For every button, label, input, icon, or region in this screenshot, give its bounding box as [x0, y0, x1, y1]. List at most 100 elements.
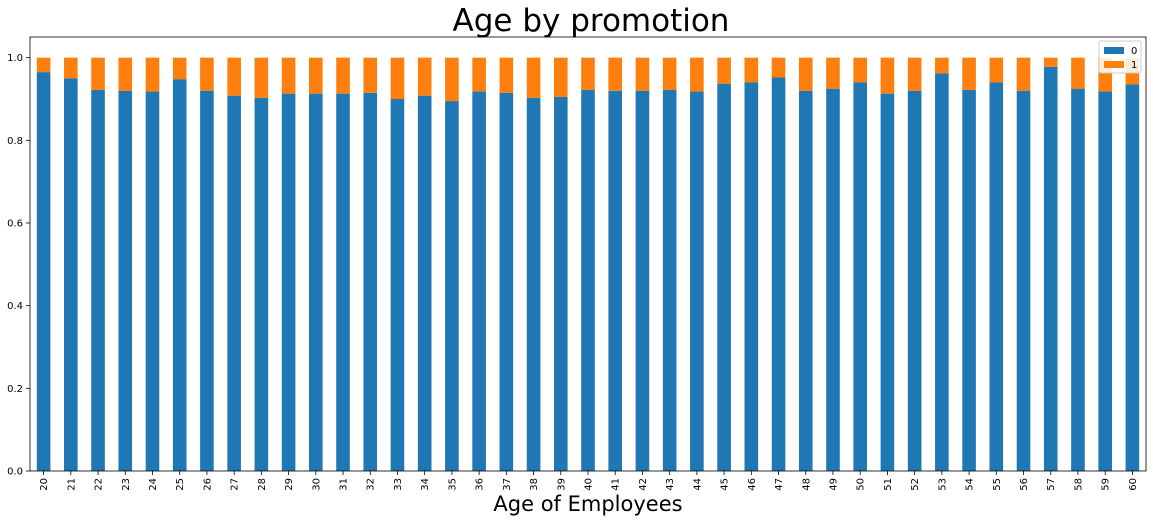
bar-series-1-age-41 — [608, 57, 623, 91]
bar-series-0-age-57 — [1043, 66, 1058, 471]
x-tick-label: 44 — [692, 478, 703, 491]
x-tick-label: 31 — [339, 478, 350, 491]
x-tick-label: 28 — [257, 478, 268, 491]
bar-series-0-age-51 — [880, 93, 895, 471]
x-tick-label: 21 — [66, 478, 77, 491]
bar-series-0-age-28 — [254, 97, 269, 471]
x-tick-label: 58 — [1073, 478, 1084, 491]
bar-series-0-age-50 — [853, 82, 867, 471]
x-tick-label: 54 — [965, 478, 976, 491]
bar-series-1-age-44 — [690, 57, 704, 92]
x-tick-label: 59 — [1101, 478, 1112, 491]
x-tick-label: 41 — [611, 478, 622, 491]
y-tick-label: 0.8 — [7, 136, 23, 147]
x-tick-label: 49 — [828, 478, 839, 491]
y-axis: 0.0 0.2 0.4 0.6 0.8 1.0 — [7, 53, 30, 478]
x-tick-label: 52 — [910, 478, 921, 491]
bar-series-1-age-47 — [771, 57, 786, 78]
bar-series-0-age-26 — [200, 90, 214, 471]
bar-series-0-age-35 — [445, 101, 459, 471]
bar-series-1-age-39 — [553, 57, 568, 97]
x-tick-label: 39 — [556, 478, 567, 491]
bar-series-0-age-27 — [227, 95, 241, 471]
bar-series-0-age-58 — [1071, 88, 1085, 472]
bar-series-1-age-50 — [853, 57, 867, 83]
bar-series-0-age-36 — [472, 91, 486, 471]
bar-series-0-age-21 — [64, 78, 78, 471]
x-tick-label: 60 — [1128, 478, 1139, 491]
bar-series-1-age-23 — [118, 57, 133, 91]
bar-series-1-age-32 — [363, 57, 378, 93]
x-tick-label: 29 — [284, 478, 295, 491]
x-tick-label: 22 — [94, 478, 105, 491]
bar-series-1-age-45 — [717, 57, 731, 84]
bar-series-1-age-28 — [254, 57, 269, 98]
bar-series-1-age-25 — [172, 57, 187, 80]
bar-series-0-age-52 — [907, 90, 922, 471]
bar-series-0-age-32 — [363, 92, 378, 472]
bar-series-1-age-38 — [526, 57, 541, 98]
y-tick-label: 0.6 — [7, 219, 23, 230]
x-tick-label: 40 — [584, 478, 595, 491]
bar-series-1-age-53 — [935, 57, 949, 74]
bar-series-0-age-54 — [962, 89, 976, 471]
legend-label-0: 0 — [1131, 46, 1137, 57]
x-tick-label: 20 — [39, 478, 50, 491]
bar-series-0-age-53 — [935, 73, 949, 472]
legend[interactable]: 01 — [1098, 40, 1142, 74]
bar-series-1-age-26 — [200, 57, 214, 91]
bar-series-0-age-39 — [553, 96, 568, 472]
bar-series-1-age-29 — [281, 57, 296, 94]
bar-series-0-age-45 — [717, 83, 731, 472]
bar-series-0-age-29 — [281, 93, 296, 471]
x-tick-label: 23 — [121, 478, 132, 491]
bar-series-1-age-35 — [445, 57, 459, 102]
bar-series-1-age-21 — [64, 57, 78, 79]
bar-series-1-age-27 — [227, 57, 241, 96]
x-tick-label: 33 — [393, 478, 404, 491]
bar-series-0-age-44 — [690, 91, 704, 471]
bar-series-1-age-42 — [635, 57, 650, 91]
bar-series-1-age-52 — [907, 57, 922, 91]
bar-series-1-age-31 — [336, 57, 350, 94]
x-tick-label: 24 — [148, 478, 159, 491]
x-tick-label: 36 — [475, 478, 486, 491]
bar-series-1-age-48 — [798, 57, 813, 91]
bar-series-0-age-41 — [608, 90, 623, 471]
bar-series-0-age-37 — [499, 92, 514, 472]
legend-swatch-0 — [1104, 47, 1124, 54]
bar-series-1-age-22 — [91, 57, 105, 90]
bar-series-0-age-24 — [145, 91, 160, 471]
bar-series-0-age-47 — [771, 77, 786, 471]
bar-series-1-age-20 — [36, 57, 51, 73]
x-tick-label: 27 — [230, 478, 241, 491]
x-tick-label: 55 — [992, 478, 1003, 491]
bar-series-1-age-40 — [581, 57, 595, 90]
x-tick-label: 42 — [638, 478, 649, 491]
y-tick-label: 0.0 — [7, 467, 23, 478]
x-tick-label: 45 — [720, 478, 731, 491]
x-tick-label: 51 — [883, 478, 894, 491]
bar-series-0-age-60 — [1125, 84, 1140, 471]
bar-series-0-age-22 — [91, 89, 105, 471]
bar-series-1-age-30 — [309, 57, 323, 94]
x-tick-label: 30 — [311, 478, 322, 491]
bar-series-0-age-31 — [336, 93, 350, 471]
x-tick-label: 37 — [502, 478, 513, 491]
bar-series-1-age-58 — [1071, 57, 1085, 89]
chart-title: Age by promotion — [453, 3, 730, 39]
x-axis-label: Age of Employees — [493, 492, 682, 516]
legend-label-1: 1 — [1131, 60, 1137, 71]
bar-series-0-age-56 — [1016, 90, 1031, 471]
x-tick-label: 50 — [856, 478, 867, 491]
bar-series-1-age-57 — [1043, 57, 1058, 67]
bar-series-1-age-34 — [417, 57, 432, 96]
y-tick-label: 0.4 — [7, 301, 23, 312]
bar-series-1-age-37 — [499, 57, 514, 93]
x-tick-label: 48 — [801, 478, 812, 491]
bar-series-0-age-40 — [581, 89, 595, 471]
x-tick-label: 47 — [774, 478, 785, 491]
bar-series-0-age-20 — [36, 72, 51, 471]
